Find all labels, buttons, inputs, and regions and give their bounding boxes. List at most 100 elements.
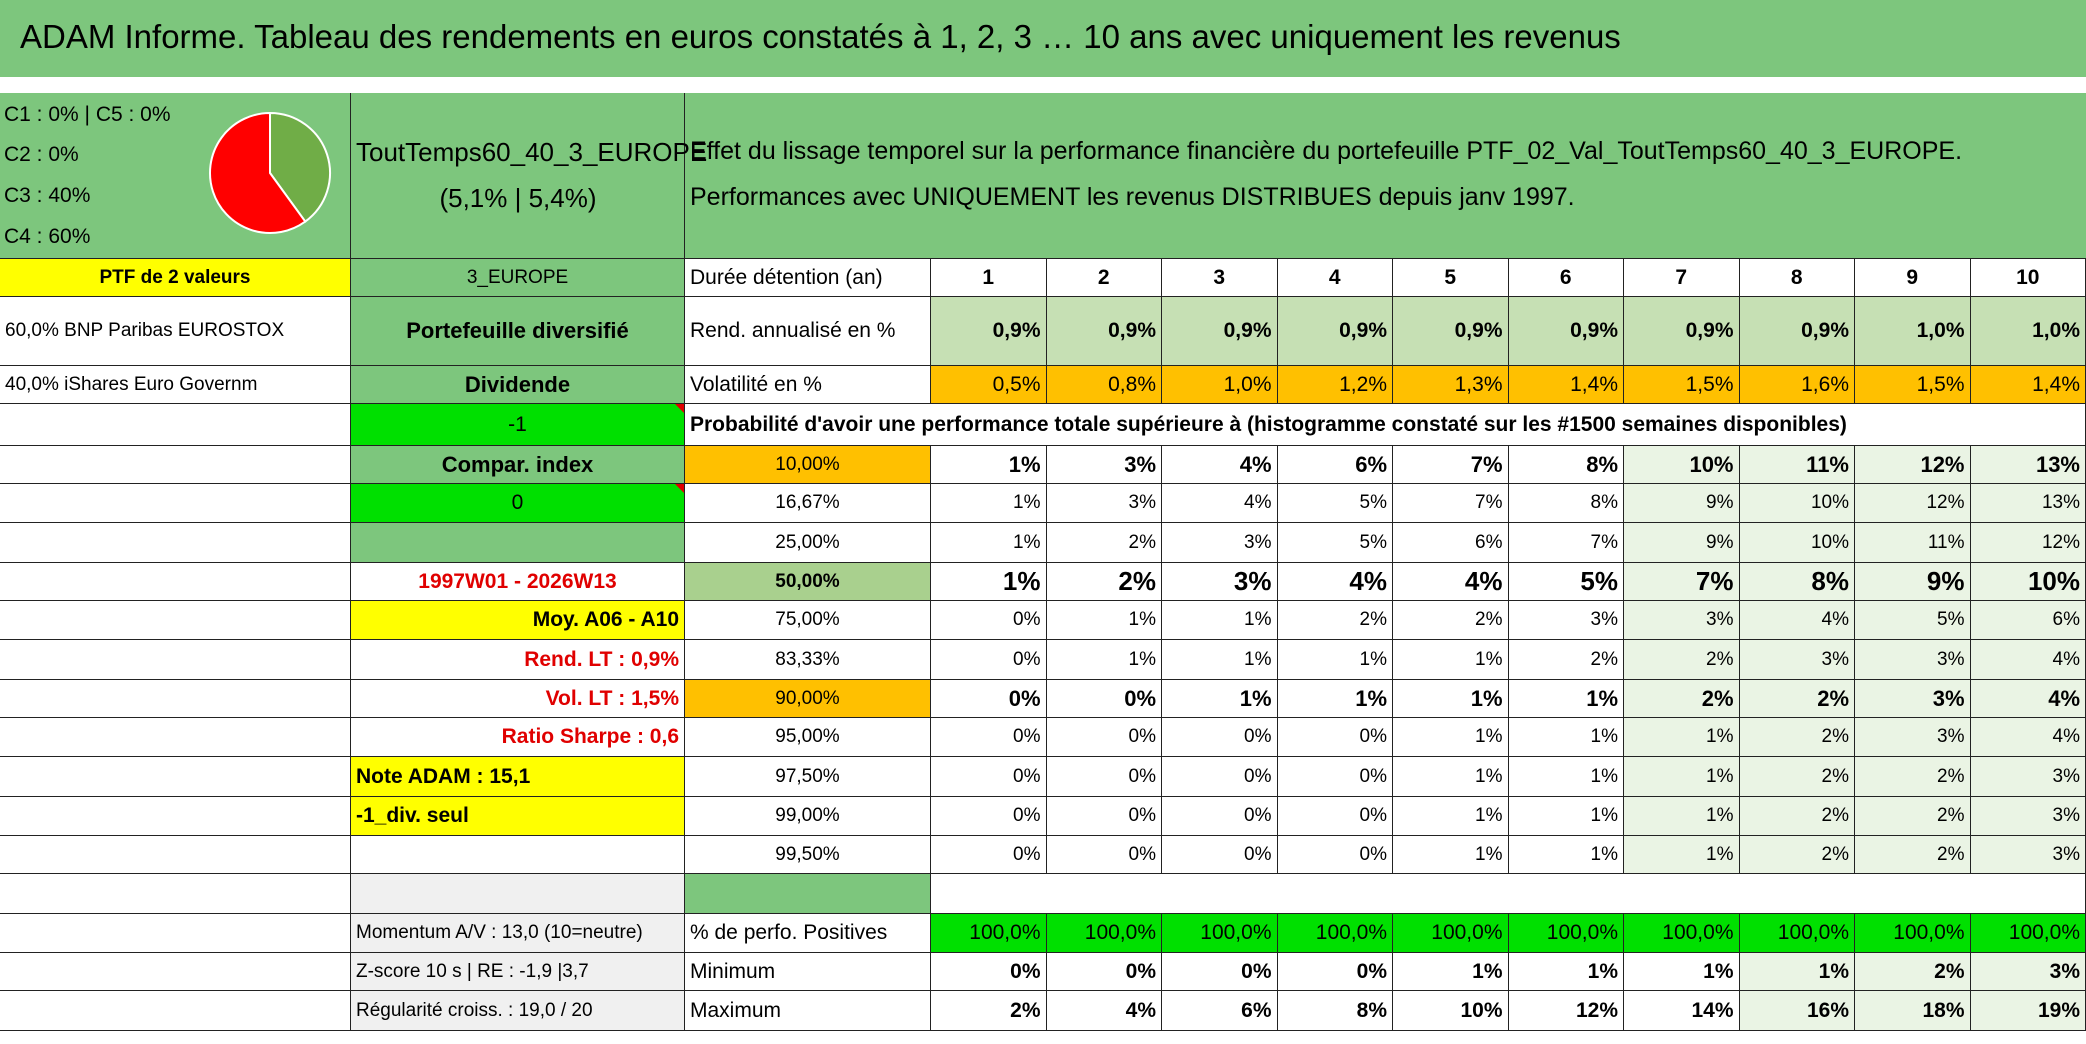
table-cell: 11% xyxy=(1855,523,1971,563)
table-cell: 2% xyxy=(1855,757,1971,797)
table-cell: 7% xyxy=(1624,563,1740,601)
table-cell: 1% xyxy=(1046,640,1162,680)
table-cell: 1% xyxy=(1508,953,1624,991)
table-cell xyxy=(1393,404,1509,446)
table-cell: 0% xyxy=(1046,680,1162,718)
table-cell: 1% xyxy=(1508,797,1624,836)
table-cell: Durée détention (an) xyxy=(685,259,931,297)
table-cell: 0% xyxy=(1162,953,1278,991)
table-cell xyxy=(351,836,685,874)
table-cell xyxy=(0,446,351,484)
table-cell: 100,0% xyxy=(1739,914,1855,953)
pie-slice xyxy=(209,111,307,234)
table-cell: 0% xyxy=(1046,953,1162,991)
table-cell: 1% xyxy=(1508,718,1624,757)
table-cell: 0,9% xyxy=(1277,297,1393,366)
table-cell: 2% xyxy=(1739,797,1855,836)
table-cell xyxy=(0,914,351,953)
table-cell: 5% xyxy=(1508,563,1624,601)
table-cell: 16% xyxy=(1739,991,1855,1031)
table-cell: 100,0% xyxy=(1508,914,1624,953)
table-cell: 0,9% xyxy=(1624,297,1740,366)
table-cell xyxy=(1277,874,1393,914)
table-cell: 0% xyxy=(931,640,1047,680)
table-cell xyxy=(0,797,351,836)
table-cell xyxy=(0,601,351,640)
table-cell: 11% xyxy=(1739,446,1855,484)
table-cell xyxy=(1162,404,1278,446)
table-cell: 1% xyxy=(1162,601,1278,640)
table-cell: 9 xyxy=(1855,259,1971,297)
table-cell: 3% xyxy=(1739,640,1855,680)
table-cell xyxy=(1855,874,1971,914)
cell-marker xyxy=(675,404,684,413)
table-cell: 2% xyxy=(1739,718,1855,757)
table-cell: 2% xyxy=(1508,640,1624,680)
table-cell: 1,2% xyxy=(1277,366,1393,404)
table-cell: 0% xyxy=(1046,718,1162,757)
table-cell: 1% xyxy=(1162,680,1278,718)
table-cell: 0 xyxy=(351,484,685,523)
table-cell: 2% xyxy=(1393,601,1509,640)
table-cell xyxy=(0,523,351,563)
table-cell: 8% xyxy=(1508,446,1624,484)
table-cell: 4 xyxy=(1277,259,1393,297)
description-line: Effet du lissage temporel sur la perform… xyxy=(690,137,1963,165)
table-cell xyxy=(0,874,351,914)
table-cell: 50,00% xyxy=(685,563,931,601)
table-cell: 1% xyxy=(1508,680,1624,718)
table-cell: Compar. index xyxy=(351,446,685,484)
table-cell: Ratio Sharpe : 0,6 xyxy=(351,718,685,757)
table-cell: 3% xyxy=(1855,640,1971,680)
table-cell: 6 xyxy=(1508,259,1624,297)
pie-label: C1 : 0% | C5 : 0% xyxy=(4,103,171,126)
table-cell xyxy=(1739,404,1855,446)
table-cell: Régularité croiss. : 19,0 / 20 xyxy=(351,991,685,1031)
table-cell: 100,0% xyxy=(931,914,1047,953)
table-cell: 7 xyxy=(1624,259,1740,297)
table-cell xyxy=(685,874,931,914)
table-cell: 3% xyxy=(1624,601,1740,640)
table-cell: 0% xyxy=(1162,797,1278,836)
table-cell: 6% xyxy=(1277,446,1393,484)
table-cell: 90,00% xyxy=(685,680,931,718)
table-cell: 0% xyxy=(931,953,1047,991)
table-cell xyxy=(0,836,351,874)
table-cell: 1,4% xyxy=(1508,366,1624,404)
table-cell: 0% xyxy=(931,757,1047,797)
table-cell: 97,50% xyxy=(685,757,931,797)
table-cell: 8% xyxy=(1739,563,1855,601)
table-cell: 1% xyxy=(931,446,1047,484)
table-cell: 100,0% xyxy=(1855,914,1971,953)
table-cell: 1% xyxy=(931,563,1047,601)
table-cell: 13% xyxy=(1970,484,2086,523)
table-cell: 1 xyxy=(931,259,1047,297)
table-cell: 3% xyxy=(1162,523,1278,563)
table-cell: 8% xyxy=(1277,991,1393,1031)
table-cell xyxy=(1393,874,1509,914)
table-cell: -1 xyxy=(351,404,685,446)
table-cell: % de perfo. Positives xyxy=(685,914,931,953)
table-cell: 1% xyxy=(1162,640,1278,680)
table-cell: 0,9% xyxy=(1046,297,1162,366)
table-cell: 1% xyxy=(1393,953,1509,991)
table-cell: 1,0% xyxy=(1855,297,1971,366)
table-cell: 2% xyxy=(1739,836,1855,874)
table-cell xyxy=(0,640,351,680)
table-cell: Rend. annualisé en % xyxy=(685,297,931,366)
table-cell: 99,50% xyxy=(685,836,931,874)
table-cell: 95,00% xyxy=(685,718,931,757)
table-cell: 12% xyxy=(1970,523,2086,563)
table-cell: 10% xyxy=(1624,446,1740,484)
table-cell: 2% xyxy=(1855,953,1971,991)
table-cell: 0% xyxy=(1162,836,1278,874)
table-cell xyxy=(0,563,351,601)
table-cell xyxy=(1624,404,1740,446)
table-cell: 3% xyxy=(1970,797,2086,836)
title-bar xyxy=(0,0,2086,77)
table-cell: 0% xyxy=(931,601,1047,640)
table-cell: 83,33% xyxy=(685,640,931,680)
table-cell: 0,9% xyxy=(1393,297,1509,366)
table-cell: 1% xyxy=(1393,718,1509,757)
pie-label: C4 : 60% xyxy=(4,225,91,248)
